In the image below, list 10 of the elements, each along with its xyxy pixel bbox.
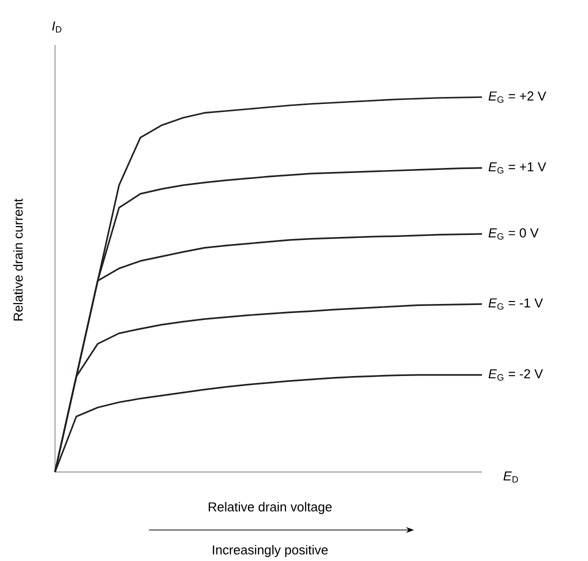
y-axis-title: Relative drain current — [13, 198, 23, 320]
series-label: E$_{G}$ = +2 V — [488, 91, 546, 103]
series-label: E$_{G}$ = -1 V — [488, 298, 543, 310]
series-label: E$_{G}$ = -2 V — [488, 369, 543, 381]
text: I$_{D}$ — [52, 21, 62, 33]
series-label: E$_{G}$ = 0 V — [488, 228, 539, 240]
text: E$_{D}$ — [504, 471, 518, 483]
series-label: E$_{G}$ = +1 V — [488, 162, 546, 174]
text: Increasingly positive — [212, 544, 328, 558]
x-axis-title: Relative drain voltage — [208, 502, 332, 514]
